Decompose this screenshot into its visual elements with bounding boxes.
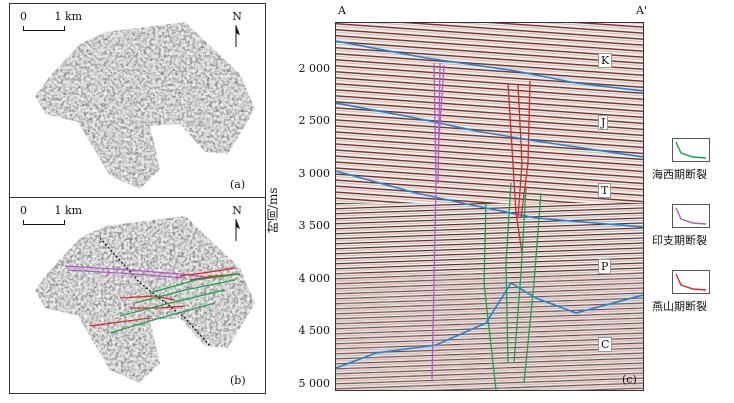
indosinian-fault	[431, 62, 437, 380]
yanshanian-fault	[517, 84, 523, 219]
section-end-label: A'	[636, 4, 647, 17]
map-panel-b: 0 1 km N (b)	[9, 197, 266, 394]
north-arrow-a: N	[230, 10, 244, 52]
scale-bar-b: 0 1 km	[20, 204, 83, 225]
yanshanian-fault	[130, 305, 186, 309]
north-label: N	[232, 10, 242, 23]
scale-bar-a: 0 1 km	[20, 10, 83, 31]
yanshanian-fault	[119, 295, 176, 301]
north-arrow-icon	[235, 219, 240, 241]
indosinian-fault	[437, 64, 445, 154]
y-tick-label: 2 000	[298, 62, 331, 75]
section-start-label: A	[338, 4, 346, 17]
map-panel-a: 0 1 km N (a)	[9, 3, 266, 198]
fault-lines	[64, 237, 241, 347]
legend-label: 燕山期断裂	[652, 300, 707, 313]
horizon-K	[336, 40, 643, 92]
horizon-label-P: P	[598, 259, 612, 274]
legend-label: 海西期断裂	[652, 168, 707, 181]
scale-start-label: 0	[20, 204, 27, 217]
seismic-section	[336, 23, 643, 390]
scale-end-label: 1 km	[54, 10, 83, 23]
y-tick-label: 4 000	[298, 272, 331, 285]
y-tick-label: 5 000	[298, 377, 331, 390]
yanshanian-fault	[179, 267, 236, 277]
y-tick-label: 2 500	[298, 114, 331, 127]
scale-bar-line	[23, 26, 65, 31]
horizon-label-C: C	[598, 337, 613, 352]
yanshanian-fault	[520, 80, 531, 219]
indosinian-fault	[64, 265, 216, 279]
horizon-label-K: K	[598, 53, 613, 68]
legend-swatch	[672, 204, 710, 228]
panel-tag-c: (c)	[622, 373, 637, 386]
legend-swatch	[672, 138, 710, 162]
hercynian-fault	[483, 202, 497, 390]
y-axis-title: 时间/ms	[266, 187, 280, 233]
scale-start-label: 0	[20, 10, 27, 23]
horizon-P	[336, 281, 643, 369]
yanshanian-fault	[507, 82, 523, 254]
hercynian-fault	[513, 187, 527, 364]
section-line-dashed	[99, 237, 211, 347]
seismic-section-panel: K J T P C (c)	[335, 22, 644, 391]
yanshanian-fault	[89, 317, 151, 327]
legend-label: 印支期断裂	[652, 234, 707, 247]
hercynian-fault	[119, 289, 226, 317]
y-tick-label: 4 500	[298, 324, 331, 337]
legend-swatch	[672, 270, 710, 294]
north-arrow-b: N	[230, 204, 244, 246]
indosinian-fault	[437, 62, 441, 184]
panel-tag-b: (b)	[230, 374, 246, 387]
attribute-map-a	[35, 22, 255, 189]
y-tick-label: 3 500	[298, 219, 331, 232]
panel-tag-a: (a)	[230, 178, 246, 191]
hercynian-fault	[109, 302, 216, 334]
y-tick-label: 3 000	[298, 167, 331, 180]
horizon-label-J: J	[598, 115, 609, 130]
attribute-map-b	[35, 216, 255, 383]
hercynian-fault	[523, 192, 542, 384]
horizon-J	[336, 102, 643, 158]
horizon-label-T: T	[598, 183, 612, 198]
hercynian-fault	[505, 182, 512, 364]
horizon-T	[336, 170, 643, 228]
hercynian-fault	[149, 273, 241, 294]
scale-bar-line	[23, 220, 65, 225]
hercynian-fault	[134, 279, 236, 304]
indosinian-fault	[67, 269, 186, 279]
scale-end-label: 1 km	[54, 204, 83, 217]
north-label: N	[232, 204, 242, 217]
north-arrow-icon	[235, 25, 240, 47]
